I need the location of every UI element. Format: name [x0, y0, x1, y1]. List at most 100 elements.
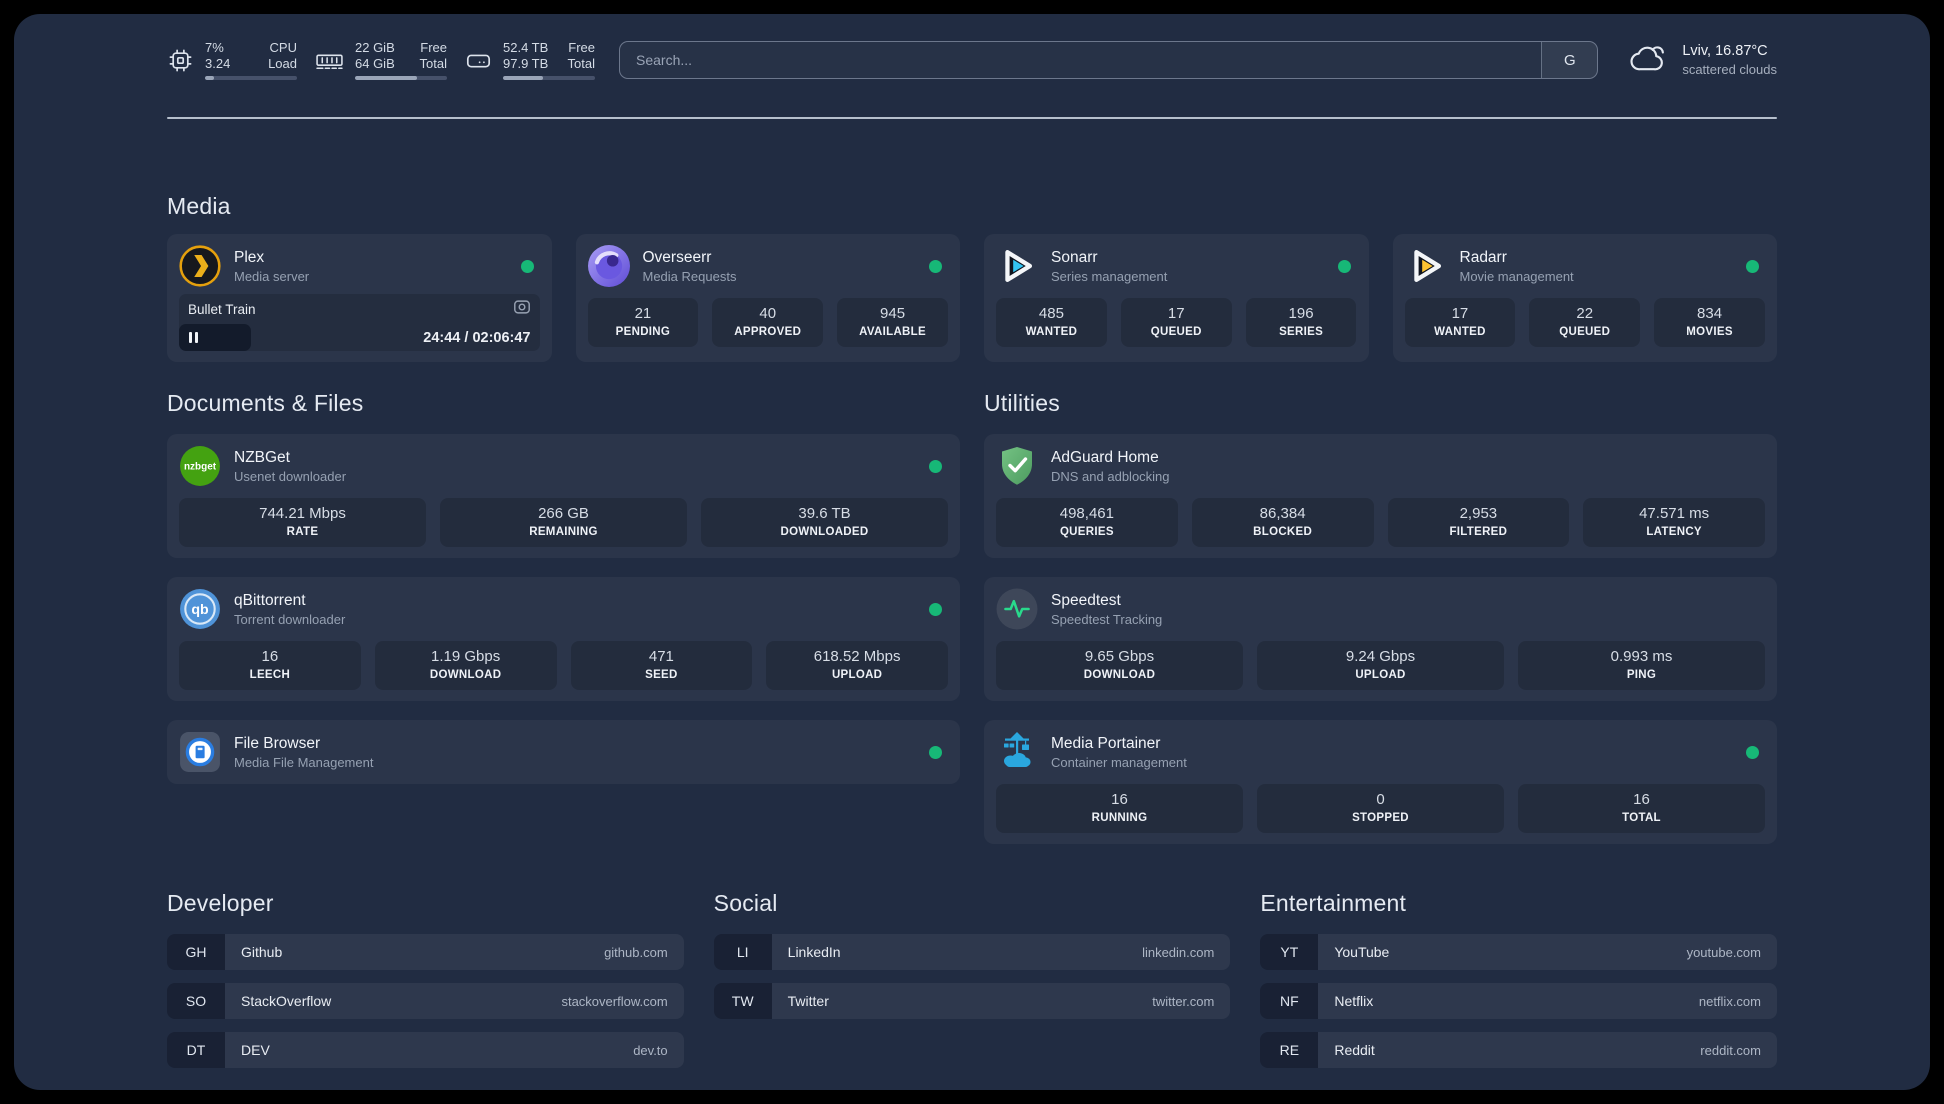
stat: 16 TOTAL — [1518, 784, 1765, 833]
bookmark-github[interactable]: GH Github github.com — [167, 934, 684, 970]
disk-progress-bar — [503, 76, 595, 80]
portainer-icon — [996, 731, 1038, 773]
stat-value: 9.24 Gbps — [1345, 648, 1416, 665]
stat-value: 21 — [634, 305, 652, 322]
bookmark-youtube[interactable]: YT YouTube youtube.com — [1260, 934, 1777, 970]
stat-label: APPROVED — [734, 326, 802, 338]
stat-label: RUNNING — [1091, 812, 1148, 824]
stat-label: UPLOAD — [1355, 669, 1406, 681]
bookmark-name: DEV — [241, 1042, 270, 1058]
disk-total-value: 97.9 TB — [503, 56, 549, 71]
service-header: Overseerr Media Requests — [587, 245, 949, 287]
stat: 16 RUNNING — [996, 784, 1243, 833]
service-card-qbittorrent[interactable]: qb qBittorrent Torrent downloader 16 LEE… — [167, 577, 960, 701]
bookmark-reddit[interactable]: RE Reddit reddit.com — [1260, 1032, 1777, 1068]
playback-progress-bar: 24:44 / 02:06:47 — [179, 324, 540, 351]
plex-icon — [179, 245, 221, 287]
stat-label: LATENCY — [1646, 526, 1702, 538]
memory-icon — [315, 47, 344, 74]
bookmark-name: Reddit — [1334, 1042, 1375, 1058]
bookmark-group-social: Social LI LinkedIn linkedin.com TW Twitt… — [713, 888, 1231, 1068]
bookmark-netflix[interactable]: NF Netflix netflix.com — [1260, 983, 1777, 1019]
status-dot — [929, 259, 942, 273]
bookmark-dev[interactable]: DT DEV dev.to — [167, 1032, 684, 1068]
stat-value: 22 — [1576, 305, 1594, 322]
service-card-adguard[interactable]: AdGuard Home DNS and adblocking 498,461 … — [984, 434, 1777, 558]
service-card-sonarr[interactable]: Sonarr Series management 485 WANTED 17 Q… — [984, 234, 1369, 362]
pause-control[interactable] — [179, 324, 252, 351]
service-meta: File Browser Media File Management — [234, 734, 373, 771]
service-name: Speedtest — [1051, 591, 1121, 609]
stat-label: QUEUED — [1559, 326, 1611, 338]
cpu-stats: 7% 3.24 CPU Load — [205, 40, 297, 80]
service-card-filebrowser[interactable]: File Browser Media File Management — [167, 720, 960, 784]
bookmark-group-entertainment: Entertainment YT YouTube youtube.com NF … — [1260, 888, 1777, 1068]
stat-label: UPLOAD — [831, 669, 883, 681]
stat-value: 266 GB — [538, 505, 589, 522]
service-stats: 21 PENDING 40 APPROVED 945 AVAILABLE — [587, 298, 949, 347]
stat-label: QUEUED — [1150, 326, 1202, 338]
service-name: NZBGet — [234, 448, 290, 466]
service-meta: NZBGet Usenet downloader — [234, 448, 346, 485]
service-stats: 485 WANTED 17 QUEUED 196 SERIES — [996, 298, 1357, 347]
bookmark-group-developer: Developer GH Github github.com SO StackO… — [167, 888, 684, 1068]
bookmark-url: reddit.com — [1700, 1042, 1761, 1058]
bookmark-url: twitter.com — [1152, 993, 1215, 1009]
service-description: Container management — [1051, 754, 1187, 770]
bookmark-name: StackOverflow — [241, 993, 332, 1009]
bookmark-twitter[interactable]: TW Twitter twitter.com — [713, 983, 1231, 1019]
stat: 0 STOPPED — [1257, 784, 1504, 833]
speedtest-icon — [996, 588, 1038, 630]
service-card-plex[interactable]: Plex Media server Bullet Train — [167, 234, 552, 362]
service-card-nzbget[interactable]: nzbget NZBGet Usenet downloader 744.21 M… — [167, 434, 960, 558]
pause-icon — [189, 332, 192, 343]
bookmark-abbr: GH — [167, 934, 225, 970]
bookmark-name: YouTube — [1334, 944, 1390, 960]
service-stats: 498,461 QUERIES 86,384 BLOCKED 2,953 FIL… — [996, 498, 1765, 547]
service-meta: Radarr Movie management — [1460, 248, 1574, 285]
service-card-speedtest[interactable]: Speedtest Speedtest Tracking 9.65 Gbps D… — [984, 577, 1777, 701]
section-title-media: Media — [167, 193, 231, 219]
stat: 9.65 Gbps DOWNLOAD — [996, 641, 1243, 690]
bookmark-linkedin[interactable]: LI LinkedIn linkedin.com — [713, 934, 1231, 970]
service-description: Movie management — [1459, 268, 1574, 284]
service-description: DNS and adblocking — [1051, 468, 1170, 484]
stat-label: DOWNLOADED — [780, 526, 869, 538]
service-stats: 16 RUNNING 0 STOPPED 16 TOTAL — [996, 784, 1765, 833]
service-description: Usenet downloader — [234, 468, 347, 484]
service-card-radarr[interactable]: Radarr Movie management 17 WANTED 22 QUE… — [1392, 234, 1777, 362]
bookmark-abbr: DT — [167, 1032, 225, 1068]
service-header: Plex Media server — [179, 245, 540, 287]
service-card-overseerr[interactable]: Overseerr Media Requests 21 PENDING 40 A… — [575, 234, 960, 362]
cpu-usage-value: 7% — [205, 40, 224, 55]
search-input[interactable] — [620, 42, 1542, 78]
memory-stats: 22 GiB 64 GiB Free Total — [355, 40, 447, 80]
search-provider-button[interactable]: G — [1541, 42, 1598, 78]
service-description: Media File Management — [234, 754, 374, 770]
memory-progress-bar — [355, 76, 447, 80]
bookmark-url: netflix.com — [1698, 993, 1761, 1009]
status-dot — [1337, 259, 1351, 273]
service-meta: Sonarr Series management — [1051, 248, 1167, 285]
bookmark-abbr: YT — [1260, 934, 1319, 970]
service-meta: Speedtest Speedtest Tracking — [1051, 591, 1162, 628]
service-card-portainer[interactable]: Media Portainer Container management 16 … — [984, 720, 1777, 844]
service-description: Speedtest Tracking — [1051, 611, 1163, 627]
nzbget-icon: nzbget — [179, 445, 221, 487]
status-dot — [929, 459, 942, 473]
stat-value: 39.6 TB — [798, 505, 851, 522]
service-name: File Browser — [234, 734, 321, 752]
playback-time: 24:44 / 02:06:47 — [423, 329, 531, 346]
bookmark-stackoverflow[interactable]: SO StackOverflow stackoverflow.com — [167, 983, 684, 1019]
stat-label: PENDING — [615, 326, 671, 338]
service-header: AdGuard Home DNS and adblocking — [996, 445, 1765, 487]
memory-total-label: Total — [419, 56, 447, 71]
topbar: 7% 3.24 CPU Load — [167, 36, 1777, 84]
stat-label: AVAILABLE — [859, 326, 926, 338]
disk-free-label: Free — [568, 40, 595, 55]
stat: 0.993 ms PING — [1518, 641, 1765, 690]
bookmark-url: github.com — [604, 944, 668, 960]
service-name: AdGuard Home — [1051, 448, 1159, 466]
radarr-icon — [1405, 245, 1447, 287]
stat-label: WANTED — [1025, 326, 1078, 338]
